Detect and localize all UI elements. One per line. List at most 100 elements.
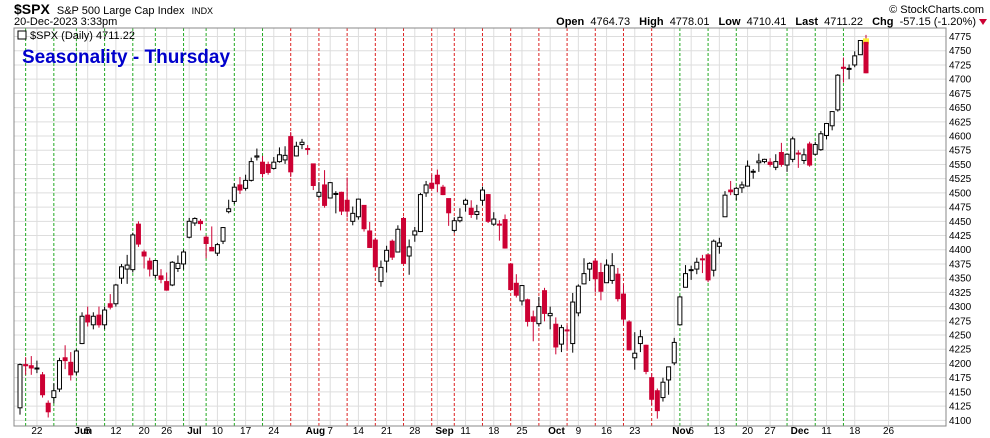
candle bbox=[508, 263, 514, 291]
candle bbox=[564, 325, 570, 350]
candle bbox=[124, 254, 130, 284]
candle-body bbox=[508, 263, 514, 291]
candle-body bbox=[564, 329, 570, 332]
candle bbox=[711, 239, 717, 277]
candle-body bbox=[412, 230, 418, 236]
y-tick-label: 4650 bbox=[949, 103, 972, 114]
candle-body bbox=[378, 266, 384, 283]
candle bbox=[40, 371, 46, 398]
y-tick-label: 4775 bbox=[949, 32, 972, 43]
candle-body bbox=[147, 260, 153, 270]
candle-body bbox=[705, 254, 711, 281]
legend-candle-icon bbox=[17, 30, 27, 40]
candle-body bbox=[56, 360, 62, 390]
security-name: S&P 500 Large Cap Index bbox=[57, 5, 185, 17]
candle-body bbox=[271, 161, 277, 169]
candle bbox=[846, 64, 852, 80]
candle-body bbox=[130, 234, 136, 271]
candle bbox=[745, 160, 751, 187]
candle bbox=[474, 204, 480, 220]
candle bbox=[519, 284, 525, 306]
candle-body bbox=[214, 244, 220, 254]
candle-body bbox=[502, 219, 508, 249]
candle bbox=[85, 306, 91, 327]
candle bbox=[598, 262, 604, 301]
candle-body bbox=[666, 366, 672, 381]
candle-body bbox=[152, 260, 158, 276]
candle-body bbox=[711, 240, 717, 271]
candle bbox=[56, 357, 62, 392]
candle bbox=[135, 221, 141, 247]
candle bbox=[130, 232, 136, 273]
candle bbox=[79, 312, 85, 345]
x-tick-label: 28 bbox=[409, 426, 421, 437]
y-tick-label: 4725 bbox=[949, 60, 972, 71]
y-tick-label: 4200 bbox=[949, 359, 972, 370]
candle-body bbox=[824, 123, 830, 136]
candle-body bbox=[181, 251, 187, 265]
last-label: Last bbox=[795, 16, 818, 28]
candle bbox=[733, 186, 739, 201]
candle bbox=[463, 198, 469, 212]
x-tick-label: 9 bbox=[576, 426, 582, 437]
open-value: 4764.73 bbox=[590, 16, 630, 28]
candle-body bbox=[699, 258, 705, 261]
candle bbox=[367, 221, 373, 249]
candle-body bbox=[733, 187, 739, 196]
candle-body bbox=[135, 223, 141, 245]
y-tick-label: 4600 bbox=[949, 132, 972, 143]
candle-body bbox=[384, 249, 390, 262]
x-tick-label: 27 bbox=[765, 426, 777, 437]
candle-body bbox=[440, 186, 446, 196]
candle bbox=[553, 317, 559, 355]
candle bbox=[389, 239, 395, 260]
candle bbox=[113, 283, 119, 307]
candle bbox=[699, 254, 705, 274]
candle bbox=[750, 169, 756, 179]
candle bbox=[237, 176, 243, 195]
y-tick-label: 4275 bbox=[949, 316, 972, 327]
x-tick-label: 26 bbox=[161, 426, 173, 437]
legend-text: $SPX (Daily) 4711.22 bbox=[30, 30, 135, 42]
candle-body bbox=[265, 163, 271, 173]
chart-title: Seasonality - Thursday bbox=[22, 47, 230, 68]
candle bbox=[102, 306, 108, 330]
candle-body bbox=[119, 266, 125, 279]
candle-body bbox=[840, 66, 846, 69]
candle bbox=[90, 312, 96, 330]
candle-body bbox=[575, 285, 581, 314]
candle bbox=[756, 153, 762, 172]
candle-body bbox=[581, 273, 587, 285]
candle bbox=[536, 296, 542, 327]
candle bbox=[716, 237, 722, 254]
candle bbox=[34, 360, 40, 374]
candle-body bbox=[395, 228, 401, 253]
candle-body bbox=[451, 220, 457, 231]
candle-body bbox=[767, 161, 773, 165]
candle-body bbox=[474, 211, 480, 215]
candle bbox=[147, 257, 153, 277]
candle-body bbox=[485, 194, 491, 222]
x-tick-label: 18 bbox=[488, 426, 500, 437]
candle bbox=[705, 253, 711, 283]
candle-body bbox=[558, 327, 564, 345]
candle-body bbox=[85, 314, 91, 323]
x-tick-label: 17 bbox=[240, 426, 252, 437]
candle-body bbox=[355, 198, 361, 218]
exchange: INDX bbox=[192, 6, 214, 16]
candle-body bbox=[316, 191, 322, 197]
candle-body bbox=[716, 242, 722, 247]
candle bbox=[271, 157, 277, 170]
last-value: 4711.22 bbox=[824, 16, 863, 28]
x-tick-label: Nov bbox=[672, 426, 691, 437]
candle-body bbox=[677, 296, 683, 326]
candle bbox=[214, 242, 220, 256]
candle-body bbox=[34, 367, 40, 370]
candle bbox=[570, 292, 576, 353]
candle-body bbox=[863, 41, 869, 74]
candle-body bbox=[305, 148, 311, 151]
candle-body bbox=[417, 194, 423, 233]
candle bbox=[434, 169, 440, 193]
candle bbox=[525, 298, 531, 327]
